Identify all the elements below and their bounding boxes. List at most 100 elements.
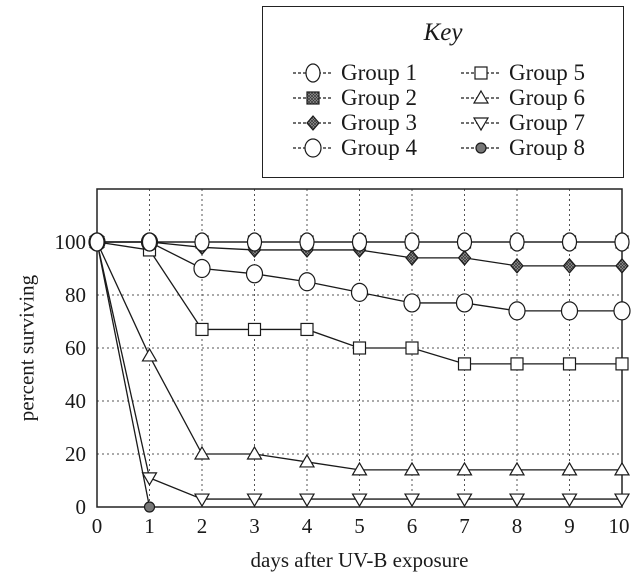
- data-point-group-7: [508, 493, 526, 508]
- legend-label: Group 3: [341, 110, 418, 135]
- x-tick-label: 1: [144, 514, 155, 538]
- data-point-group-6: [351, 461, 368, 476]
- data-point-group-4: [560, 301, 579, 321]
- legend-marker-group-3: [306, 115, 320, 131]
- data-point-group-7: [613, 493, 631, 508]
- legend-marker-group-8: [475, 142, 487, 154]
- data-point-group-1: [614, 232, 630, 252]
- legend-swatch: [461, 142, 501, 154]
- data-point-group-3: [510, 257, 524, 274]
- legend-marker-group-5: [474, 66, 488, 80]
- data-point-group-5: [247, 322, 262, 337]
- data-point-group-1: [456, 232, 473, 252]
- legend-marker-group-4: [304, 138, 322, 158]
- data-point-group-7: [193, 493, 211, 508]
- data-point-group-7: [351, 493, 368, 508]
- data-point-group-5: [615, 357, 629, 371]
- legend-swatch: [293, 138, 333, 158]
- data-point-group-5: [195, 322, 209, 337]
- legend-marker-group-6: [472, 89, 490, 104]
- x-tick-label: 8: [512, 514, 523, 538]
- data-point-group-4: [298, 272, 316, 292]
- legend-item-group-3: Group 3: [291, 110, 418, 135]
- data-point-group-6: [561, 461, 578, 476]
- data-point-group-5: [562, 357, 577, 371]
- x-tick-label: 5: [354, 514, 365, 538]
- series-group-8: [91, 236, 156, 513]
- data-point-group-1: [404, 232, 420, 252]
- data-point-group-8: [143, 501, 156, 513]
- legend-label: Group 8: [509, 135, 586, 160]
- data-point-group-4: [613, 301, 631, 321]
- x-tick-label: 4: [302, 514, 313, 538]
- data-point-group-7: [456, 493, 473, 508]
- legend-marker-group-1: [305, 63, 321, 83]
- x-tick-label: 7: [459, 514, 470, 538]
- data-point-group-5: [352, 341, 367, 355]
- data-point-group-7: [141, 472, 158, 487]
- series-group-4: [88, 232, 631, 321]
- legend-label: Group 7: [509, 110, 586, 135]
- data-point-group-6: [141, 347, 158, 362]
- data-point-group-7: [561, 493, 578, 508]
- data-point-group-1: [89, 232, 105, 252]
- data-point-group-6: [613, 461, 631, 476]
- x-axis-title: days after UV-B exposure: [250, 548, 469, 572]
- legend-label: Group 1: [341, 60, 418, 85]
- data-point-group-5: [405, 341, 419, 355]
- series-line-group-8: [96, 241, 151, 508]
- legend-marker-group-7: [472, 117, 490, 132]
- series-group-6: [88, 233, 631, 476]
- x-tick-label: 9: [564, 514, 575, 538]
- legend-swatch: [293, 115, 333, 131]
- data-point-group-5: [510, 357, 524, 371]
- legend-swatch: [461, 89, 501, 104]
- data-point-group-4: [403, 293, 421, 313]
- legend-item-group-7: Group 7: [459, 110, 586, 135]
- data-point-group-5: [457, 357, 472, 371]
- legend-title: Key: [423, 19, 463, 46]
- x-tick-label: 2: [197, 514, 208, 538]
- data-point-group-4: [508, 301, 526, 321]
- series-layer: [88, 232, 631, 513]
- series-group-1: [89, 232, 630, 252]
- legend-label: Group 5: [509, 60, 586, 85]
- legend-item-group-8: Group 8: [459, 135, 586, 160]
- data-point-group-1: [561, 232, 578, 252]
- x-tick-label: 3: [249, 514, 260, 538]
- data-point-group-7: [246, 493, 263, 508]
- data-point-group-5: [300, 322, 314, 337]
- legend-item-group-5: Group 5: [459, 60, 586, 85]
- data-point-group-6: [456, 461, 473, 476]
- legend-item-group-6: Group 6: [459, 85, 585, 110]
- y-tick-label: 80: [65, 283, 86, 307]
- data-point-group-3: [562, 257, 577, 274]
- data-point-group-7: [298, 493, 316, 508]
- data-point-group-6: [508, 461, 526, 476]
- y-tick-label: 100: [55, 230, 87, 254]
- y-tick-label: 20: [65, 442, 86, 466]
- data-point-group-4: [350, 282, 369, 302]
- legend-swatch: [293, 91, 333, 105]
- data-point-group-7: [403, 493, 421, 508]
- y-tick-label: 40: [65, 389, 86, 413]
- data-point-group-1: [299, 232, 315, 252]
- x-tick-label: 10: [609, 514, 630, 538]
- y-tick-label: 60: [65, 336, 86, 360]
- data-point-group-1: [509, 232, 525, 252]
- data-point-group-6: [298, 453, 316, 468]
- legend-item-group-4: Group 4: [291, 135, 417, 160]
- legend-item-group-2: Group 2: [291, 85, 417, 110]
- y-tick-label: 0: [76, 495, 87, 519]
- y-axis-title: percent surviving: [14, 274, 39, 422]
- data-point-group-3: [615, 257, 629, 274]
- x-tick-label: 0: [92, 514, 103, 538]
- data-point-group-3: [457, 249, 472, 266]
- data-point-group-4: [193, 258, 211, 279]
- data-point-group-3: [405, 249, 419, 266]
- legend-item-group-1: Group 1: [291, 60, 418, 85]
- data-point-group-4: [455, 293, 474, 313]
